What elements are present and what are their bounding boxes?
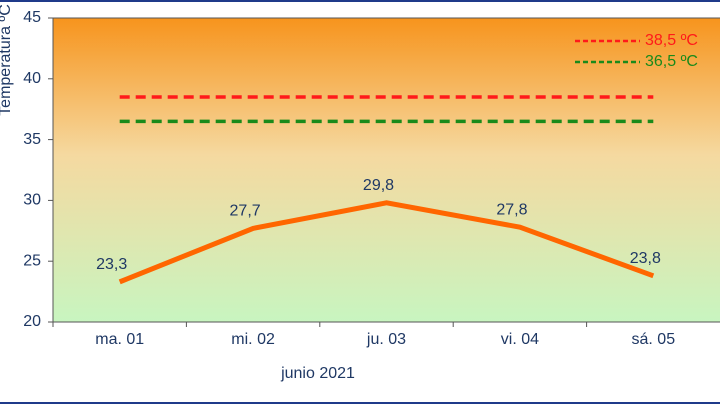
y-tick-label: 35 xyxy=(23,131,41,148)
legend-label: 36,5 ºC xyxy=(645,53,698,70)
y-tick-label: 30 xyxy=(23,192,41,209)
y-tick-label: 45 xyxy=(23,9,41,26)
y-tick-label: 25 xyxy=(23,252,41,269)
y-axis-title: Temperatura ºC xyxy=(0,4,14,116)
series-line xyxy=(118,200,655,285)
y-tick-label: 40 xyxy=(23,70,41,87)
data-label: 27,8 xyxy=(496,201,527,218)
data-label: 23,3 xyxy=(96,256,127,273)
legend-label: 38,5 ºC xyxy=(645,32,698,49)
x-axis-title: junio 2021 xyxy=(280,365,355,382)
x-tick-label: ma. 01 xyxy=(95,331,144,348)
y-tick-label: 20 xyxy=(23,313,41,330)
plot-area xyxy=(52,17,720,323)
x-tick-label: sá. 05 xyxy=(632,331,676,348)
x-tick-label: vi. 04 xyxy=(501,331,539,348)
data-label: 27,7 xyxy=(230,203,261,220)
x-tick-label: ju. 03 xyxy=(366,331,406,348)
x-tick-label: mi. 02 xyxy=(231,331,275,348)
data-label: 29,8 xyxy=(363,177,394,194)
data-label: 23,8 xyxy=(630,250,661,267)
